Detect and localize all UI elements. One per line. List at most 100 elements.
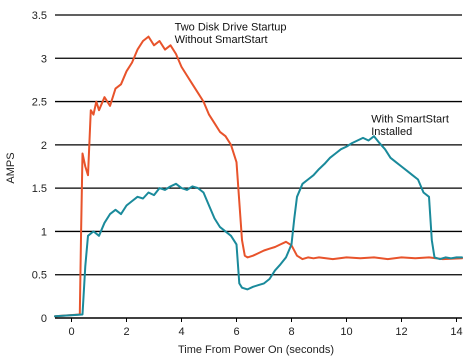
data-point-1 [238,282,240,284]
data-point-0 [109,105,111,107]
data-point-1 [422,191,425,194]
data-point-1 [268,278,271,280]
data-point-1 [103,222,106,224]
data-point-0 [414,257,416,259]
data-point-1 [180,187,183,189]
data-point-1 [296,196,298,198]
y-tick-label: 3 [41,53,47,65]
data-point-1 [293,217,295,219]
data-point-1 [114,209,117,211]
data-point-1 [98,235,100,237]
data-point-1 [175,183,177,185]
x-tick-label: 4 [178,326,184,338]
data-point-1 [202,191,205,194]
data-point-0 [202,101,205,103]
data-point-1 [329,157,331,159]
data-point-0 [318,256,320,258]
data-point-0 [136,49,139,51]
data-point-1 [285,256,287,258]
data-point-1 [318,168,320,170]
data-point-1 [439,258,441,260]
data-point-1 [378,142,381,144]
data-point-0 [125,70,128,72]
gridlines [55,14,462,276]
data-point-0 [307,256,309,258]
data-point-0 [312,257,315,259]
data-point-1 [384,148,386,150]
data-point-0 [285,241,287,243]
data-point-0 [131,62,133,64]
data-point-1 [411,174,414,176]
data-point-1 [208,204,210,207]
data-point-0 [252,255,254,257]
x-tick-label: 10 [340,326,352,338]
data-point-0 [169,44,172,46]
data-point-0 [224,135,227,137]
data-point-0 [279,243,282,245]
data-point-1 [323,163,326,165]
data-point-0 [219,131,221,133]
data-point-0 [186,75,188,77]
series-lines [54,35,463,318]
data-point-1 [362,137,364,139]
data-point-0 [241,239,243,241]
data-point-0 [98,109,100,111]
data-point-1 [340,148,342,150]
data-point-0 [428,256,430,258]
data-point-0 [274,246,276,248]
data-point-1 [230,235,232,237]
x-tick-label: 0 [68,326,74,338]
data-point-1 [334,152,337,155]
data-point-1 [186,189,188,191]
data-point-1 [367,139,370,142]
data-point-1 [406,170,408,172]
tick-labels: 0 0.5 1 1.5 2 2.5 3 3.5 0 2 4 6 8 10 12 14 [32,10,463,338]
data-point-1 [197,187,199,189]
data-point-1 [444,256,447,258]
data-point-0 [400,256,403,258]
annotation-line: With SmartStart [371,113,449,125]
data-point-1 [147,191,150,194]
data-point-1 [81,313,84,316]
data-point-1 [351,142,353,144]
data-point-0 [208,114,210,116]
annotation-line: Without SmartStart [175,34,268,46]
data-point-1 [312,174,315,176]
data-point-1 [191,185,194,187]
data-point-0 [114,88,117,90]
data-point-0 [90,109,92,111]
data-point-1 [395,161,397,163]
y-tick-label: 2.5 [32,97,47,109]
data-point-1 [433,256,436,258]
data-point-0 [95,101,97,103]
data-point-1 [246,288,249,290]
data-point-0 [197,92,199,94]
y-tick-label: 0 [41,313,47,325]
data-point-1 [87,235,89,237]
data-point-1 [373,135,375,137]
data-point-1 [356,139,359,142]
data-point-1 [153,194,155,196]
data-point-1 [263,282,265,284]
y-tick-label: 0.5 [32,270,47,282]
data-point-1 [120,213,122,215]
data-point-0 [387,258,389,260]
x-tick-label: 6 [233,326,239,338]
data-point-1 [241,287,243,289]
data-point-1 [455,256,458,258]
data-point-1 [417,178,419,181]
data-point-0 [332,258,334,260]
data-point-0 [244,255,246,257]
x-tick-label: 8 [288,326,294,338]
data-point-1 [431,239,433,241]
y-tick-label: 1 [41,226,47,238]
data-point-0 [191,83,194,85]
data-point-1 [428,196,430,198]
data-point-0 [268,248,271,250]
data-point-0 [230,144,232,146]
data-point-1 [345,146,348,148]
data-point-1 [290,243,293,245]
data-point-1 [461,256,463,258]
